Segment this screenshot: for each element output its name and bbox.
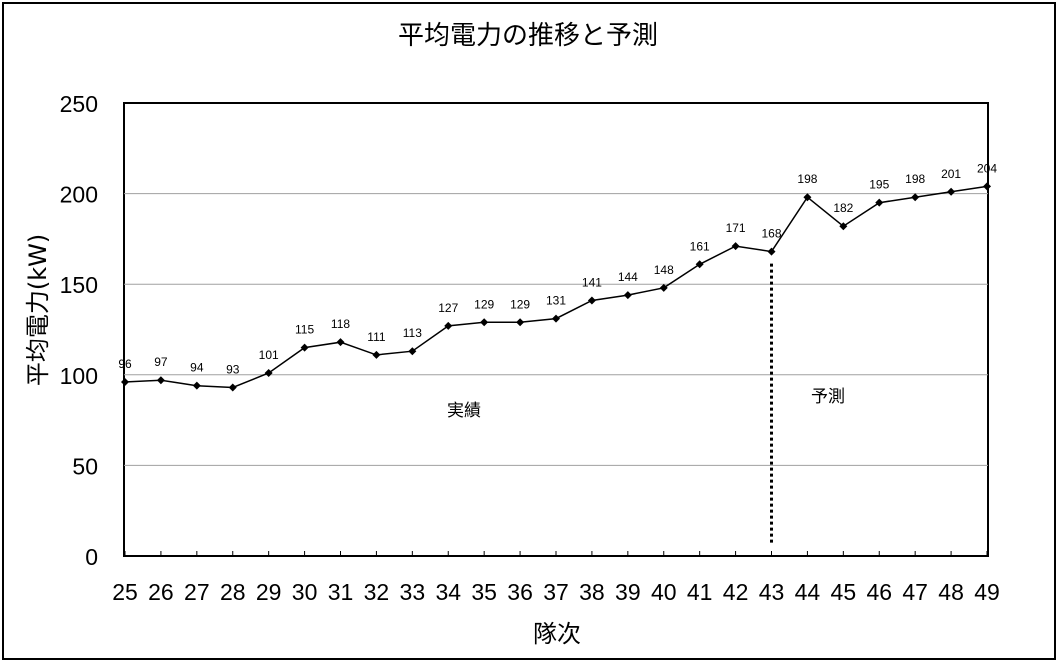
y-tick-label: 0 (85, 544, 98, 570)
data-label: 111 (367, 330, 386, 344)
data-label: 115 (295, 323, 314, 337)
data-point (264, 368, 273, 377)
data-point (623, 291, 632, 300)
data-label: 94 (190, 361, 204, 375)
series-line (124, 185, 988, 389)
data-point (731, 242, 740, 251)
data-point (839, 222, 848, 231)
x-tick-label: 43 (759, 579, 785, 605)
grid-lines (124, 193, 988, 466)
y-tick-label: 100 (60, 363, 98, 389)
chart-title: 平均電力の推移と予測 (398, 21, 658, 51)
data-label: 198 (797, 172, 817, 186)
x-tick-label: 25 (112, 579, 138, 605)
annotation-forecast: 予測 (811, 387, 845, 407)
data-label: 118 (331, 317, 350, 331)
x-tick-label: 48 (938, 579, 964, 605)
data-points (121, 182, 991, 392)
x-tick-label: 32 (364, 579, 390, 605)
data-point (875, 198, 884, 207)
y-tick-label: 250 (60, 91, 98, 117)
data-label: 129 (474, 297, 494, 311)
data-label: 141 (582, 276, 602, 290)
data-point (552, 314, 560, 323)
x-tick-label: 36 (507, 579, 533, 605)
data-label: 93 (226, 362, 240, 376)
data-point (695, 260, 704, 269)
data-point (516, 318, 525, 327)
data-point (911, 193, 920, 202)
x-tick-label: 47 (902, 579, 928, 605)
y-tick-label: 200 (60, 182, 98, 208)
data-label: 113 (403, 326, 422, 340)
data-point (372, 350, 381, 359)
x-tick-label: 44 (795, 579, 821, 605)
y-tick-labels: 0 50 100 150 200 250 (60, 91, 98, 570)
data-point (587, 296, 596, 305)
data-point (228, 383, 237, 392)
data-label: 148 (654, 263, 674, 277)
data-label: 161 (690, 239, 710, 253)
data-label: 168 (761, 227, 781, 241)
data-label: 171 (726, 221, 746, 235)
x-tick-label: 39 (615, 579, 641, 605)
x-tick-label: 41 (687, 579, 713, 605)
data-label: 195 (869, 178, 889, 192)
data-label: 131 (546, 294, 566, 308)
data-point (408, 347, 417, 356)
data-label: 204 (977, 161, 997, 175)
x-tick-label: 26 (148, 579, 174, 605)
x-tick-label: 27 (184, 579, 210, 605)
data-label: 182 (833, 201, 853, 215)
x-tick-label: 29 (256, 579, 282, 605)
x-tick-label: 28 (220, 579, 246, 605)
x-tick-label: 31 (328, 579, 354, 605)
x-tick-label: 35 (471, 579, 497, 605)
x-tick-label: 37 (543, 579, 569, 605)
x-axis-title: 隊次 (533, 620, 581, 648)
x-tick-labels: 25 26 27 28 29 30 31 32 33 34 35 36 37 38 39 40 41 42 43 44… (112, 551, 1000, 605)
data-label: 97 (154, 355, 168, 369)
data-labels: 96 97 94 93 101 115 118 111 113 127 129 129 131 141 14… (118, 161, 997, 376)
data-label: 129 (510, 297, 530, 311)
data-label: 96 (118, 357, 132, 371)
series-line-path (124, 185, 988, 389)
data-point (300, 343, 309, 352)
plot-area (123, 102, 989, 557)
data-label: 144 (618, 270, 638, 284)
annotation-actual: 実績 (447, 401, 481, 421)
data-point (192, 381, 201, 390)
data-point (659, 283, 668, 292)
data-point (480, 318, 489, 327)
x-tick-label: 46 (866, 579, 892, 605)
x-tick-label: 45 (831, 579, 857, 605)
x-tick-label: 33 (400, 579, 426, 605)
data-label: 101 (259, 348, 279, 362)
data-point (336, 338, 345, 347)
data-point (803, 193, 812, 202)
y-tick-label: 50 (72, 453, 98, 479)
data-label: 127 (438, 301, 458, 315)
x-tick-label: 40 (651, 579, 677, 605)
x-tick-label: 30 (292, 579, 318, 605)
data-point (767, 247, 776, 256)
y-axis-title: 平均電力(kW) (24, 234, 52, 386)
data-point (121, 378, 129, 387)
x-tick-label: 42 (723, 579, 749, 605)
data-point (983, 182, 991, 191)
y-tick-label: 150 (60, 272, 98, 298)
data-label: 201 (941, 167, 961, 181)
x-tick-label: 38 (579, 579, 605, 605)
x-tick-label: 34 (435, 579, 461, 605)
data-point (947, 187, 956, 196)
data-point (156, 376, 165, 385)
x-tick-label: 49 (974, 579, 1000, 605)
data-label: 198 (905, 172, 925, 186)
data-point (444, 321, 453, 330)
